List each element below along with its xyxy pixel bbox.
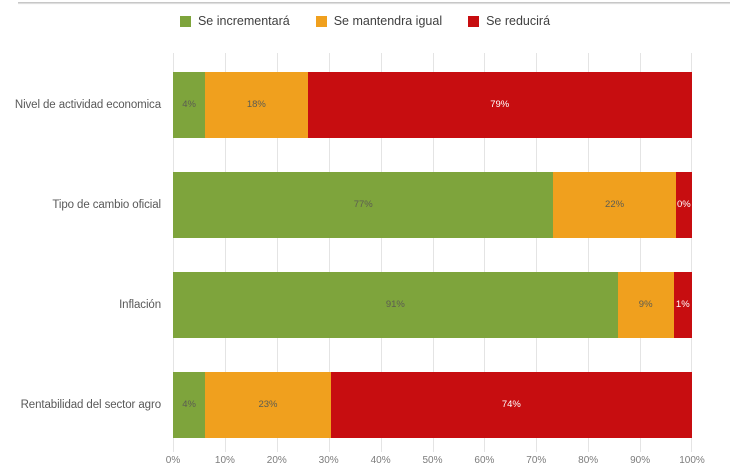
bar-segment-label: 18%: [246, 99, 266, 111]
plot-area: 4% 18% 79% 77% 22% 0% 91% 9% 1% 4% 23% 74%: [173, 53, 692, 452]
bar-segment-label: 79%: [490, 99, 510, 111]
x-tick-label: 30%: [318, 455, 339, 466]
x-tick-label: 10%: [214, 455, 235, 466]
gridline: [380, 53, 382, 452]
bar-segment: 0%: [675, 172, 692, 238]
bar-segment: 79%: [307, 72, 692, 138]
gridline: [432, 53, 434, 452]
bar-segment-label: 23%: [258, 399, 278, 411]
bar-row: 4% 23% 74%: [173, 372, 692, 438]
category-label: Tipo de cambio oficial: [52, 199, 161, 211]
legend-label: Se incrementará: [197, 14, 290, 28]
x-tick-label: 0%: [165, 455, 181, 466]
gridline: [224, 53, 226, 452]
bar-segment-label: 74%: [501, 399, 521, 411]
legend-item: Se incrementará: [179, 14, 290, 28]
x-tick-label: 20%: [266, 455, 287, 466]
legend-label: Se mantendra igual: [333, 14, 443, 28]
bar-segment-label: 4%: [182, 99, 196, 111]
bar-segment: 23%: [205, 372, 331, 438]
chart-legend: Se incrementará Se mantendra igual Se redu…: [0, 14, 730, 28]
x-tick-label: 80%: [578, 455, 599, 466]
bar-segment: 22%: [553, 172, 676, 238]
bar-row: 4% 18% 79%: [173, 72, 692, 138]
x-tick-label: 100%: [679, 455, 705, 466]
category-label: Inflación: [119, 299, 161, 311]
bar-segment-label: 4%: [182, 399, 196, 411]
bar-segment: 4%: [173, 72, 206, 138]
bar-segment: 4%: [173, 372, 206, 438]
x-tick-label: 60%: [474, 455, 495, 466]
bar-segment-label: 91%: [385, 299, 405, 311]
gridline: [484, 53, 486, 452]
legend-item: Se mantendra igual: [315, 14, 443, 28]
bar-segment-label: 9%: [638, 299, 653, 311]
x-tick-label: 40%: [370, 455, 391, 466]
bar-segment-label: 77%: [353, 199, 373, 211]
legend-swatch-icon: [179, 15, 191, 27]
legend-item: Se reducirá: [468, 14, 550, 28]
bar-row: 91% 9% 1%: [173, 272, 692, 338]
bar-segment: 74%: [330, 372, 692, 438]
bar-segment-label: 0%: [676, 199, 691, 211]
legend-swatch-icon: [468, 15, 480, 27]
legend-swatch-icon: [315, 15, 327, 27]
bar-row: 77% 22% 0%: [173, 172, 692, 238]
gridline: [691, 53, 692, 452]
gridline: [588, 53, 590, 452]
gridline: [536, 53, 538, 452]
gridline: [328, 53, 330, 452]
x-tick-label: 90%: [630, 455, 651, 466]
bar-segment: 77%: [173, 172, 554, 238]
bar-segment-label: 1%: [675, 299, 690, 311]
x-axis: 0% 10% 20% 30% 40% 50% 60% 70% 80% 90% 100%: [166, 455, 705, 469]
gridline: [640, 53, 642, 452]
x-tick-label: 50%: [422, 455, 443, 466]
category-axis: Nivel de actividad economica Tipo de camb…: [0, 0, 163, 471]
bar-segment: 9%: [617, 272, 674, 338]
gridline: [276, 53, 278, 452]
bar-segment-label: 22%: [605, 199, 625, 211]
bar-segment: 18%: [205, 72, 308, 138]
bar-segment: 91%: [173, 272, 618, 338]
gridline: [173, 53, 174, 452]
category-label: Nivel de actividad economica: [14, 99, 161, 111]
legend-label: Se reducirá: [486, 14, 551, 28]
bar-segment: 1%: [673, 272, 692, 338]
category-label: Rentabilidad del sector agro: [20, 399, 162, 411]
x-tick-label: 70%: [526, 455, 547, 466]
top-border-line: [18, 2, 730, 5]
